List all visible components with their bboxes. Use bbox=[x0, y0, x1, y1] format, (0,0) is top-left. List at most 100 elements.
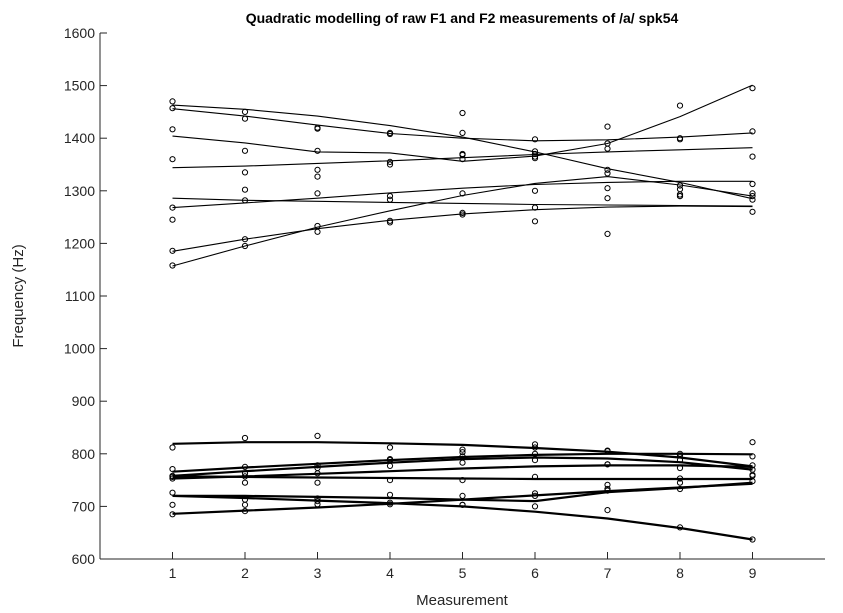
series-f1-15 bbox=[169, 478, 756, 518]
data-point bbox=[676, 135, 684, 142]
data-point bbox=[604, 507, 611, 514]
data-point bbox=[459, 129, 466, 136]
data-point bbox=[749, 85, 756, 92]
data-point bbox=[314, 125, 321, 132]
data-point bbox=[386, 491, 394, 498]
data-point bbox=[314, 501, 321, 508]
data-point bbox=[604, 145, 611, 152]
data-point bbox=[169, 126, 176, 133]
data-point bbox=[386, 462, 394, 469]
plot-area bbox=[100, 33, 825, 559]
fit-line bbox=[172, 464, 753, 480]
data-point bbox=[749, 453, 756, 460]
data-point bbox=[241, 434, 249, 442]
data-point bbox=[169, 156, 176, 163]
x-tick-label: 3 bbox=[314, 565, 322, 581]
y-tick-label: 600 bbox=[72, 551, 96, 567]
data-point bbox=[459, 449, 466, 456]
data-point bbox=[314, 432, 321, 439]
data-point bbox=[314, 228, 321, 235]
y-tick-label: 1200 bbox=[64, 235, 95, 251]
data-point bbox=[749, 478, 756, 485]
data-point bbox=[749, 471, 756, 478]
data-point bbox=[169, 511, 176, 518]
data-point bbox=[749, 190, 756, 197]
series-f2-1 bbox=[169, 102, 756, 143]
data-point bbox=[676, 193, 684, 200]
data-point bbox=[531, 503, 539, 510]
data-point bbox=[676, 475, 684, 482]
data-point bbox=[531, 457, 539, 464]
chart-title: Quadratic modelling of raw F1 and F2 mea… bbox=[246, 10, 679, 26]
data-point bbox=[241, 242, 249, 250]
data-point bbox=[604, 123, 611, 130]
data-point bbox=[386, 193, 394, 200]
x-tick-label: 6 bbox=[531, 565, 539, 581]
data-point bbox=[386, 457, 394, 464]
x-axis-label: Measurement bbox=[416, 592, 509, 609]
series-f2-3 bbox=[169, 135, 756, 176]
data-point bbox=[386, 219, 394, 226]
fit-line bbox=[172, 104, 753, 200]
fit-line bbox=[172, 475, 753, 481]
data-point bbox=[676, 102, 684, 109]
data-point bbox=[459, 477, 466, 484]
data-point bbox=[604, 461, 611, 468]
data-point bbox=[676, 457, 684, 464]
data-point bbox=[604, 481, 611, 488]
data-point bbox=[169, 473, 176, 480]
data-point bbox=[169, 204, 176, 211]
data-point bbox=[314, 147, 321, 154]
data-point bbox=[386, 129, 394, 136]
data-point bbox=[169, 216, 176, 223]
data-point bbox=[241, 501, 249, 508]
data-point bbox=[169, 247, 176, 254]
data-point bbox=[749, 153, 756, 160]
x-tick-label: 4 bbox=[386, 565, 394, 581]
data-point bbox=[169, 466, 176, 473]
data-point bbox=[749, 180, 756, 188]
data-point bbox=[676, 464, 684, 472]
series-f1-8 bbox=[169, 432, 756, 468]
data-point bbox=[604, 185, 611, 192]
y-tick-label: 900 bbox=[72, 393, 96, 409]
data-point bbox=[604, 166, 611, 173]
data-point bbox=[531, 218, 539, 225]
x-tick-label: 1 bbox=[169, 565, 177, 581]
data-point bbox=[749, 128, 756, 135]
chart-marks bbox=[169, 84, 756, 543]
y-tick-label: 1400 bbox=[64, 130, 95, 146]
data-point bbox=[676, 479, 684, 486]
data-point bbox=[241, 169, 249, 176]
data-point bbox=[241, 147, 249, 154]
y-tick-label: 800 bbox=[72, 446, 96, 462]
data-point bbox=[386, 196, 394, 203]
data-point bbox=[241, 508, 249, 515]
fit-line bbox=[172, 452, 753, 473]
y-tick-label: 700 bbox=[72, 498, 96, 514]
data-point bbox=[604, 447, 611, 454]
data-point bbox=[676, 485, 684, 493]
data-point bbox=[749, 462, 756, 469]
fit-line bbox=[172, 482, 753, 515]
data-point bbox=[314, 470, 321, 477]
data-point bbox=[386, 444, 394, 451]
data-point bbox=[241, 186, 249, 193]
data-point bbox=[531, 441, 539, 448]
data-point bbox=[169, 98, 176, 105]
y-tick-label: 1000 bbox=[64, 341, 95, 357]
fit-line bbox=[172, 176, 753, 267]
y-tick-label: 1100 bbox=[65, 288, 95, 304]
data-point bbox=[749, 439, 756, 446]
data-point bbox=[749, 196, 756, 203]
data-point bbox=[169, 444, 176, 451]
data-point bbox=[386, 161, 394, 168]
data-point bbox=[459, 211, 466, 218]
fit-line bbox=[172, 147, 753, 169]
data-point bbox=[241, 108, 249, 116]
data-point bbox=[169, 489, 176, 496]
fit-line bbox=[172, 456, 753, 477]
x-tick-label: 5 bbox=[459, 565, 467, 581]
data-point bbox=[531, 473, 539, 480]
